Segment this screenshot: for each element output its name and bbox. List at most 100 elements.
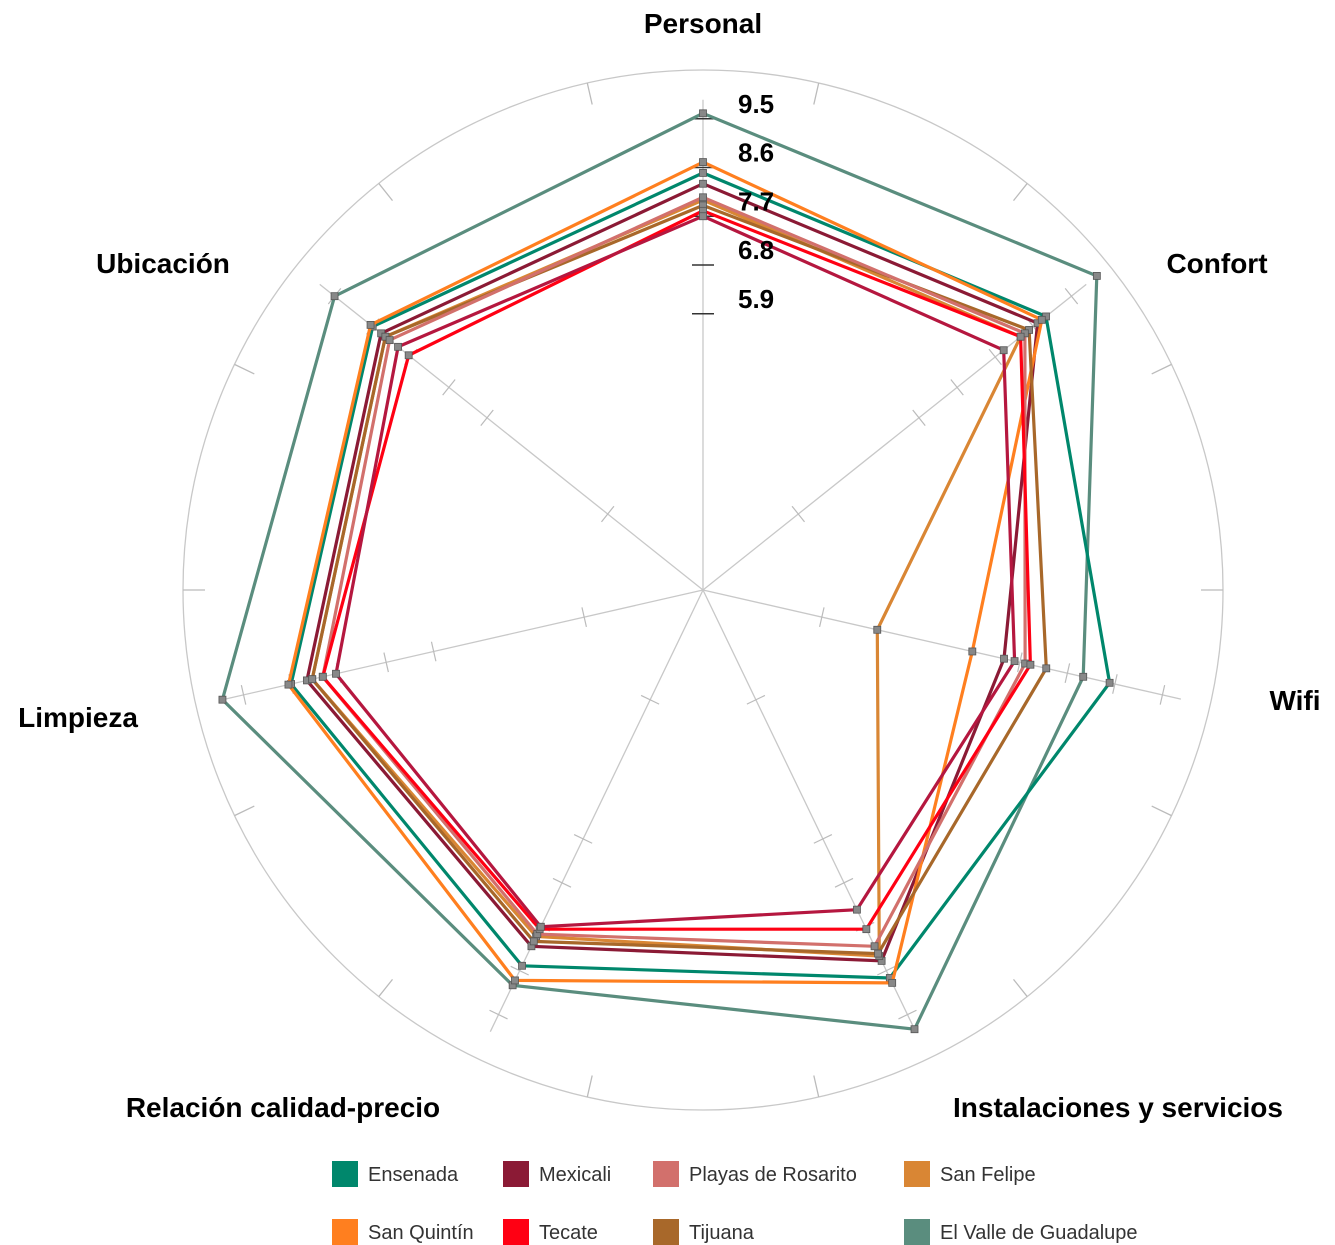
outer-tick — [234, 805, 255, 817]
outer-tick — [813, 1075, 820, 1098]
legend-swatch — [904, 1219, 930, 1245]
data-point-san-quint-n — [1037, 315, 1046, 324]
series-line-tecate — [321, 209, 1033, 931]
data-point-series-8 — [332, 669, 340, 678]
data-point-san-felipe — [873, 625, 882, 634]
series-line-san-quint-n — [286, 160, 1044, 985]
series-line-series-8 — [334, 214, 1017, 929]
outer-tick — [1151, 805, 1172, 817]
data-point-tijuana — [308, 675, 317, 684]
axis-tick — [1064, 663, 1071, 684]
legend-item: Tijuana — [653, 1219, 755, 1245]
axis-tick — [581, 607, 587, 628]
spoke — [702, 589, 1182, 700]
outer-tick — [586, 1075, 593, 1098]
outer-tick — [234, 363, 255, 375]
axis-tick — [1017, 652, 1023, 673]
series-line-playas-de-rosarito — [321, 195, 1027, 948]
series-line-san-felipe — [310, 198, 1023, 958]
legend-item: San Quintín — [332, 1219, 474, 1245]
axis-tick — [442, 379, 456, 396]
axis-tick — [912, 409, 926, 426]
axis-tick — [240, 684, 247, 705]
legend: Ensenada Mexicali Playas de Rosarito San Fe… — [332, 1161, 1138, 1245]
axis-tick — [573, 834, 593, 844]
axis-tick — [746, 694, 766, 705]
tick-label: 8.6 — [738, 138, 774, 168]
axis-tick — [834, 877, 854, 888]
data-point-tecate — [404, 351, 413, 360]
legend-label: Tecate — [539, 1222, 598, 1244]
outer-tick — [1151, 363, 1172, 375]
legend-label: Tijuana — [689, 1222, 755, 1244]
tick-label: 9.5 — [738, 89, 774, 119]
data-point-series-8 — [853, 905, 861, 914]
axis-tick — [898, 1009, 917, 1020]
axis-tick — [950, 379, 964, 396]
data-point-el-valle-de-guadalupe — [910, 1025, 919, 1034]
axis-tick — [510, 965, 529, 976]
series-line-tijuana — [310, 203, 1048, 956]
legend-swatch — [332, 1219, 358, 1245]
axis-label: Instalaciones y servicios — [953, 1092, 1283, 1123]
data-point-playas-de-rosarito — [385, 336, 394, 344]
axis-tick — [791, 505, 805, 523]
outer-tick — [378, 978, 394, 997]
spoke — [489, 589, 704, 1032]
axis-tick — [601, 505, 615, 523]
legend-swatch — [503, 1161, 529, 1187]
outer-tick — [1012, 183, 1028, 202]
axis-tick — [1159, 684, 1166, 705]
legend-label: El Valle de Guadalupe — [940, 1222, 1138, 1244]
data-point-series-8 — [1010, 657, 1019, 666]
data-point-playas-de-rosarito — [699, 193, 707, 202]
radar-grid — [182, 69, 1224, 1111]
data-point-tijuana — [529, 937, 538, 946]
data-point-san-quint-n — [699, 158, 707, 166]
data-point-el-valle-de-guadalupe — [699, 109, 707, 118]
data-point-ensenada — [518, 961, 526, 970]
axis-label: Confort — [1166, 248, 1267, 279]
legend-swatch — [653, 1161, 679, 1187]
spoke — [702, 589, 917, 1032]
axis-label: Wifi — [1269, 685, 1320, 716]
outer-tick — [1012, 978, 1028, 997]
data-point-san-quint-n — [366, 320, 375, 329]
data-point-san-quint-n — [284, 680, 293, 689]
data-point-series-8 — [699, 212, 707, 221]
outer-tick — [586, 82, 593, 105]
axis-tick — [813, 834, 833, 844]
legend-label: Mexicali — [539, 1164, 611, 1186]
legend-item: San Felipe — [904, 1161, 1036, 1187]
axis-tick — [430, 641, 437, 662]
data-point-tijuana — [874, 949, 882, 958]
axis-tick — [819, 607, 825, 628]
data-point-san-quint-n — [968, 647, 977, 656]
data-point-tecate — [318, 672, 327, 681]
data-point-el-valle-de-guadalupe — [1092, 272, 1101, 280]
data-point-el-valle-de-guadalupe — [1079, 672, 1088, 681]
axis-tick — [877, 965, 896, 976]
legend-swatch — [904, 1161, 930, 1187]
tick-label: 6.8 — [738, 235, 774, 265]
legend-item: Playas de Rosarito — [653, 1161, 857, 1187]
data-point-series-8 — [999, 346, 1008, 355]
data-point-ensenada — [1105, 678, 1114, 687]
legend-label: Playas de Rosarito — [689, 1164, 857, 1186]
legend-swatch — [332, 1161, 358, 1187]
legend-item: El Valle de Guadalupe — [904, 1219, 1138, 1245]
data-point-el-valle-de-guadalupe — [330, 292, 339, 301]
legend-swatch — [503, 1219, 529, 1245]
legend-swatch — [653, 1219, 679, 1245]
data-point-san-quint-n — [888, 978, 897, 987]
legend-label: San Felipe — [940, 1164, 1036, 1186]
series-lines — [218, 109, 1114, 1034]
series-line-ensenada — [289, 171, 1112, 980]
data-point-playas-de-rosarito — [870, 942, 879, 951]
axis-tick — [1112, 674, 1118, 694]
axis-tick — [988, 348, 1002, 366]
data-point-san-quint-n — [511, 976, 519, 985]
tick-labels: 5.9 6.8 7.7 8.6 9.5 — [738, 89, 774, 314]
series-line-el-valle-de-guadalupe — [220, 111, 1099, 1031]
